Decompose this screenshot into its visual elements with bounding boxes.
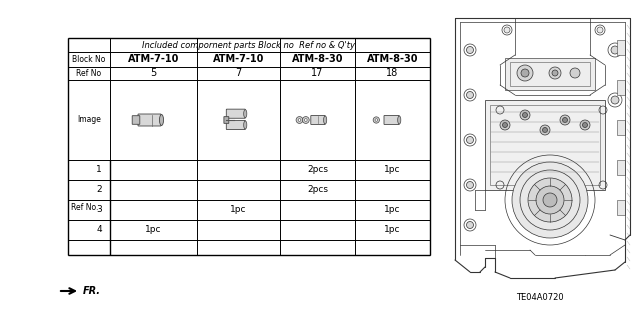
FancyBboxPatch shape: [138, 114, 161, 126]
Bar: [617, 120, 625, 135]
Ellipse shape: [244, 121, 247, 129]
Circle shape: [540, 125, 550, 135]
FancyBboxPatch shape: [311, 115, 325, 124]
Circle shape: [611, 46, 619, 54]
Circle shape: [528, 178, 572, 222]
Circle shape: [570, 68, 580, 78]
Text: Included compornent parts Block no  Ref no & Q'ty: Included compornent parts Block no Ref n…: [143, 41, 355, 49]
Circle shape: [543, 128, 547, 132]
Circle shape: [560, 115, 570, 125]
Bar: [510, 62, 590, 86]
Circle shape: [582, 122, 588, 128]
Circle shape: [512, 162, 588, 238]
Circle shape: [373, 117, 380, 123]
Circle shape: [552, 70, 558, 76]
Text: FR.: FR.: [83, 286, 101, 296]
Text: ATM-7-10: ATM-7-10: [128, 55, 179, 64]
Circle shape: [517, 65, 533, 81]
Text: 1pc: 1pc: [384, 205, 401, 214]
FancyBboxPatch shape: [224, 117, 229, 123]
Circle shape: [504, 27, 510, 33]
FancyBboxPatch shape: [227, 120, 245, 130]
Circle shape: [563, 117, 568, 122]
Text: 2pcs: 2pcs: [307, 166, 328, 174]
Circle shape: [305, 119, 307, 121]
Circle shape: [467, 137, 474, 144]
FancyBboxPatch shape: [384, 115, 399, 124]
Text: 5: 5: [150, 69, 157, 78]
Ellipse shape: [397, 116, 401, 124]
Circle shape: [580, 120, 590, 130]
Circle shape: [500, 120, 510, 130]
Ellipse shape: [324, 116, 327, 124]
Text: 17: 17: [311, 69, 324, 78]
Bar: [485, 100, 605, 190]
Circle shape: [549, 67, 561, 79]
Circle shape: [522, 113, 527, 117]
Bar: [490, 105, 600, 185]
Text: TE04A0720: TE04A0720: [516, 293, 564, 302]
Circle shape: [502, 122, 508, 128]
Circle shape: [543, 193, 557, 207]
Circle shape: [375, 119, 378, 121]
Text: 18: 18: [387, 69, 399, 78]
Text: 2: 2: [96, 186, 102, 195]
Text: ATM-8-30: ATM-8-30: [367, 55, 419, 64]
Text: Image: Image: [77, 115, 101, 124]
Text: Ref No: Ref No: [76, 69, 102, 78]
Circle shape: [521, 69, 529, 77]
Text: 1pc: 1pc: [384, 166, 401, 174]
Text: ATM-7-10: ATM-7-10: [213, 55, 264, 64]
Circle shape: [611, 96, 619, 104]
Text: Ref No.: Ref No.: [71, 203, 99, 212]
Circle shape: [467, 92, 474, 99]
Circle shape: [467, 221, 474, 228]
Ellipse shape: [159, 115, 163, 125]
Bar: [617, 160, 625, 175]
FancyBboxPatch shape: [132, 116, 140, 124]
FancyBboxPatch shape: [227, 109, 245, 118]
Bar: [617, 40, 625, 55]
Ellipse shape: [244, 110, 247, 118]
Text: Block No: Block No: [72, 55, 106, 64]
Circle shape: [298, 119, 301, 121]
Text: 7: 7: [236, 69, 242, 78]
Circle shape: [467, 182, 474, 189]
Text: 1: 1: [96, 166, 102, 174]
Circle shape: [467, 47, 474, 54]
Circle shape: [302, 116, 309, 123]
Bar: [617, 80, 625, 95]
Text: 4: 4: [96, 226, 102, 234]
Circle shape: [597, 27, 603, 33]
Bar: [505, 58, 595, 90]
Text: 2pcs: 2pcs: [307, 186, 328, 195]
Bar: [617, 200, 625, 215]
Text: 1pc: 1pc: [145, 226, 162, 234]
Text: 1pc: 1pc: [384, 226, 401, 234]
Text: ATM-8-30: ATM-8-30: [292, 55, 343, 64]
Circle shape: [520, 110, 530, 120]
Text: 1pc: 1pc: [230, 205, 247, 214]
Circle shape: [296, 116, 303, 123]
Text: 3: 3: [96, 205, 102, 214]
Circle shape: [536, 186, 564, 214]
